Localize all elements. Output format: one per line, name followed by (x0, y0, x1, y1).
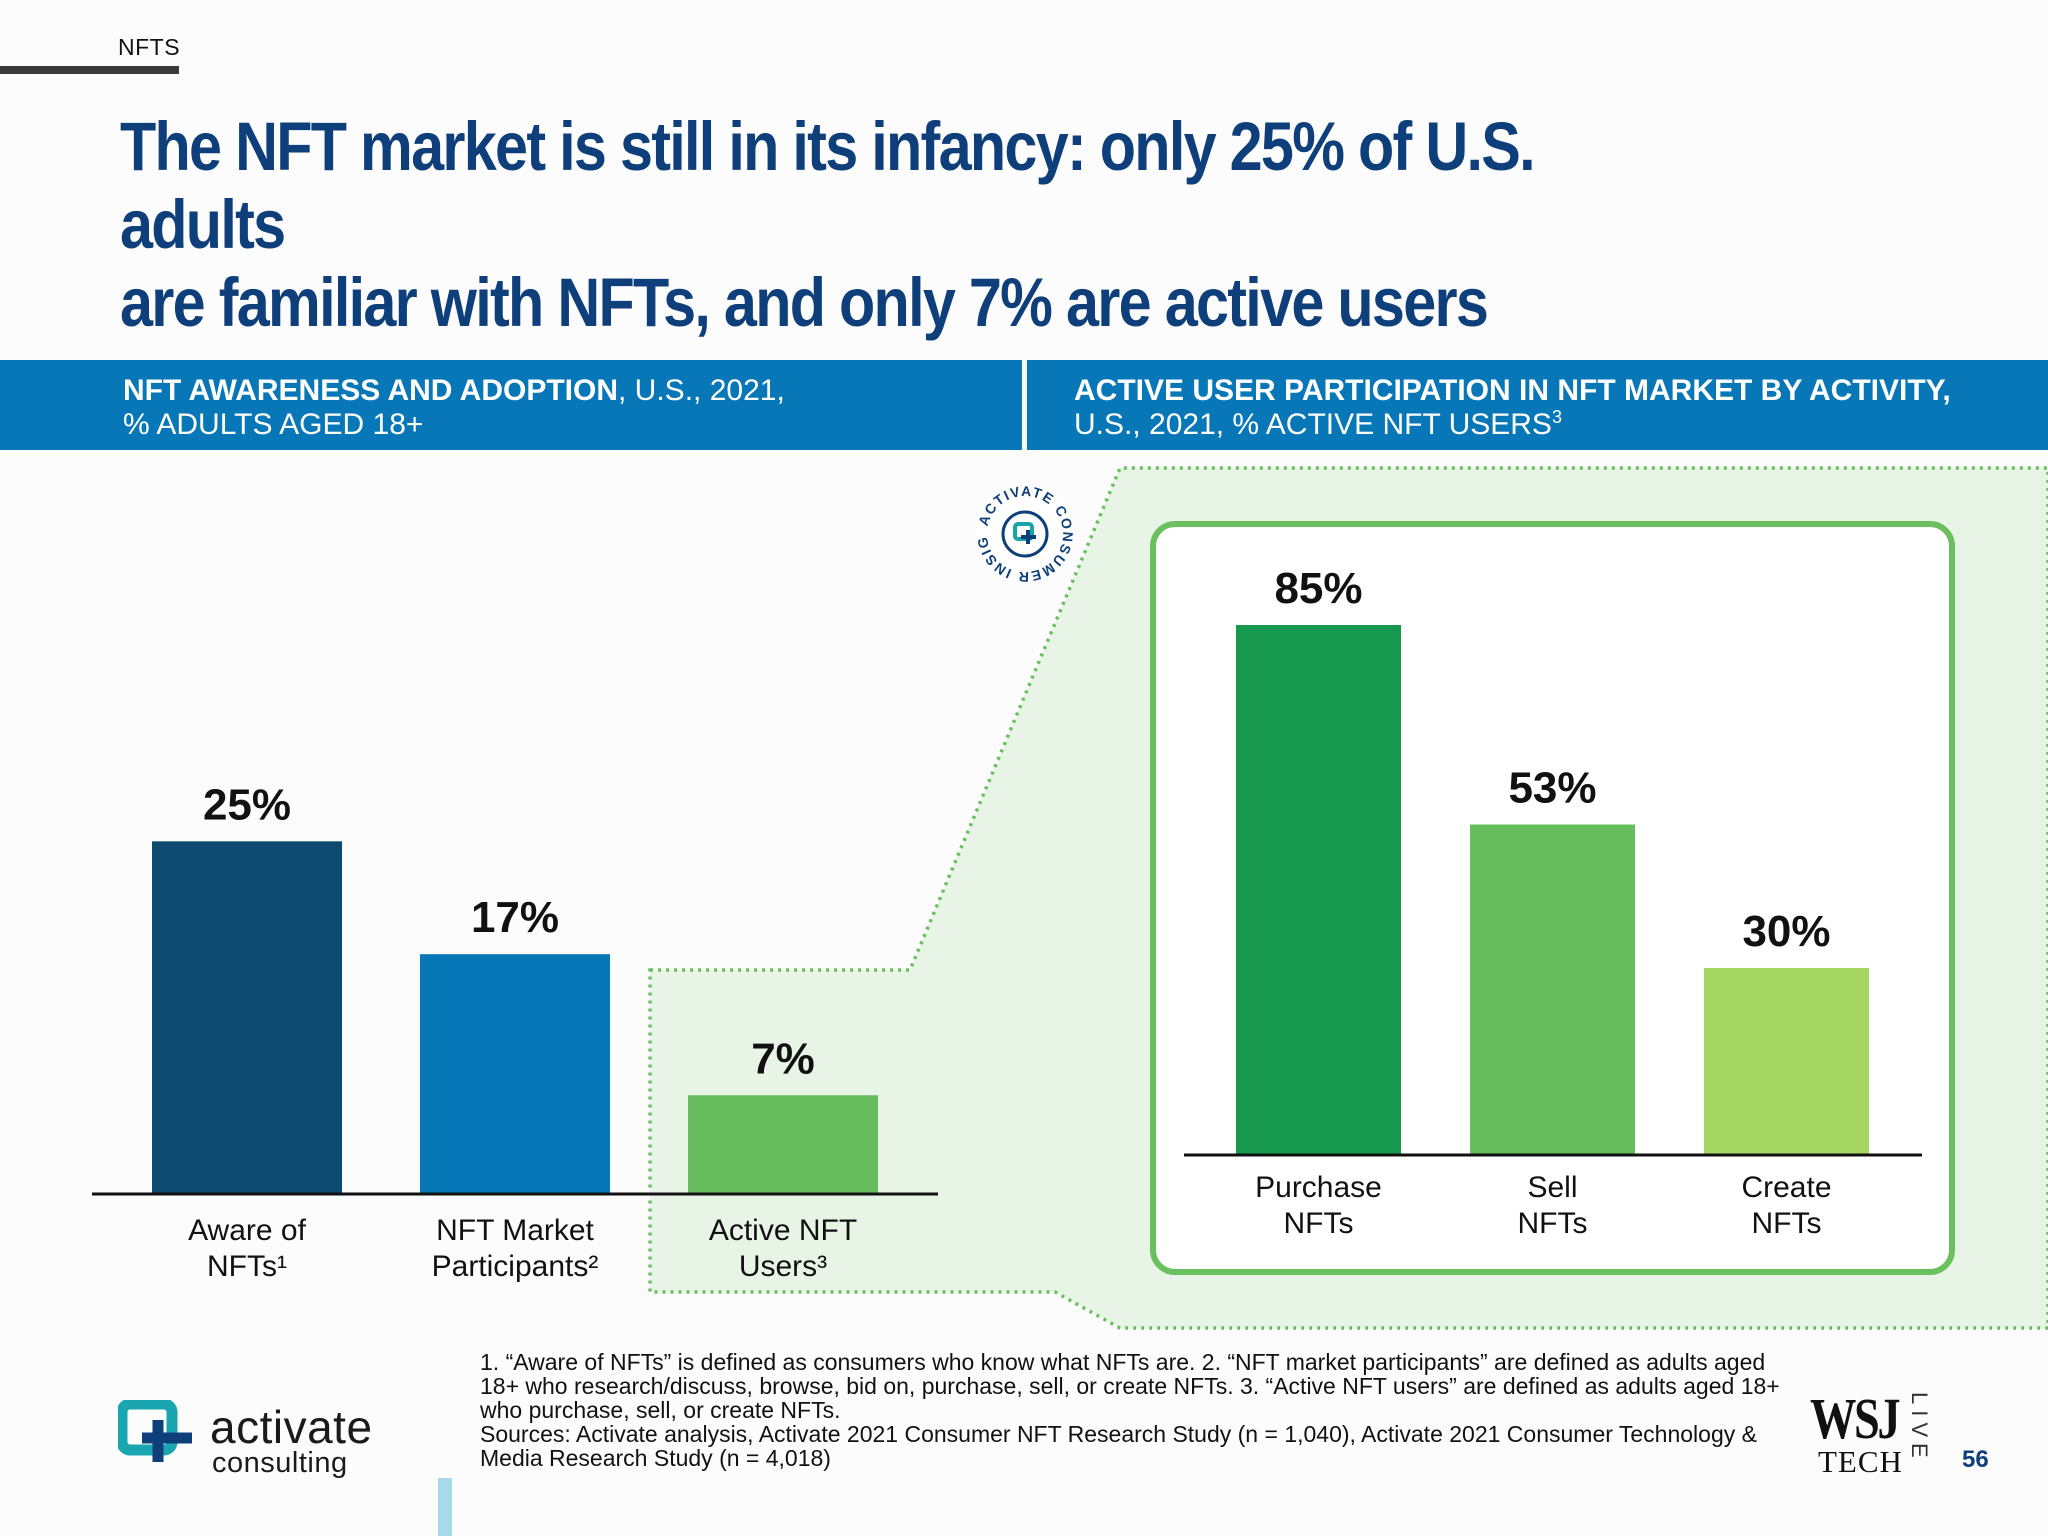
page-number: 56 (1962, 1446, 1989, 1473)
bar-value-label: 85% (1274, 564, 1362, 613)
page-title-line-1: The NFT market is still in its infancy: … (120, 108, 1536, 263)
section-tag: NFTS (118, 34, 181, 60)
footnote-line: who purchase, sell, or create NFTs. (480, 1397, 841, 1423)
right-panel-subtitle: U.S., 2021, % ACTIVE NFT USERS (1074, 408, 1552, 441)
category-label: Create (1741, 1171, 1831, 1204)
sources-line: Sources: Activate analysis, Activate 202… (480, 1421, 1757, 1447)
bar-3 (688, 1095, 878, 1194)
category-label: Sell (1527, 1171, 1577, 1204)
logo-wordmark: activate (210, 1401, 373, 1453)
bar-value-label: 25% (203, 780, 291, 829)
right-panel-header: ACTIVE USER PARTICIPATION IN NFT MARKET … (1027, 360, 2048, 450)
bar-2 (420, 954, 610, 1194)
logo-subtitle: consulting (212, 1447, 348, 1479)
charts-canvas: ACTIVATE CONSUMER INSIGHT 25%Aware ofNFT… (92, 466, 2048, 1330)
wsj-tech-label: TECH (1818, 1444, 1903, 1479)
footnotes: 1. “Aware of NFTs” is defined as consume… (480, 1350, 1790, 1470)
category-label: NFT Market (436, 1214, 594, 1247)
right-panel-title: ACTIVE USER PARTICIPATION IN NFT MARKET … (1074, 374, 1951, 407)
category-label: NFTs (1284, 1207, 1354, 1240)
page-title: The NFT market is still in its infancy: … (120, 108, 1668, 342)
wsj-logo: WSJ (1810, 1386, 1901, 1451)
bar-value-label: 7% (751, 1034, 815, 1083)
category-label: Aware of (188, 1214, 307, 1247)
activate-logo-icon (118, 1400, 192, 1462)
category-label: Purchase (1255, 1171, 1382, 1204)
page-title-line-2: are familiar with NFTs, and only 7% are … (120, 264, 1489, 341)
right-panel-subtitle-footnote-mark: 3 (1551, 407, 1562, 427)
category-label: NFTs¹ (207, 1250, 287, 1283)
sources-line: Media Research Study (n = 4,018) (480, 1445, 831, 1471)
bar-2 (1470, 824, 1635, 1155)
category-label: NFTs (1518, 1207, 1588, 1240)
left-panel-subtitle: % ADULTS AGED 18+ (123, 408, 424, 441)
bar-value-label: 30% (1742, 907, 1830, 956)
category-label: Active NFT (709, 1214, 857, 1247)
bar-value-label: 17% (471, 893, 559, 942)
bottom-accent-bar (438, 1478, 452, 1536)
category-label: Participants² (432, 1250, 599, 1283)
category-label: NFTs (1752, 1207, 1822, 1240)
bar-1 (152, 841, 342, 1194)
footnote-line: 1. “Aware of NFTs” is defined as consume… (480, 1349, 1766, 1375)
category-label: Users³ (739, 1250, 827, 1283)
wsj-live-label: LIVE (1907, 1392, 1932, 1464)
bar-1 (1236, 625, 1401, 1155)
activate-consumer-insight-badge: ACTIVATE CONSUMER INSIGHT (974, 483, 1075, 585)
left-panel-title-bold: NFT AWARENESS AND ADOPTION (123, 374, 619, 407)
left-panel-title-rest: , U.S., 2021, (618, 374, 785, 407)
bar-3 (1704, 967, 1869, 1155)
bar-value-label: 53% (1508, 764, 1596, 813)
left-panel-header: NFT AWARENESS AND ADOPTION, U.S., 2021, … (0, 360, 1022, 450)
section-rule (0, 66, 179, 74)
footnote-line: 18+ who research/discuss, browse, bid on… (480, 1373, 1780, 1399)
